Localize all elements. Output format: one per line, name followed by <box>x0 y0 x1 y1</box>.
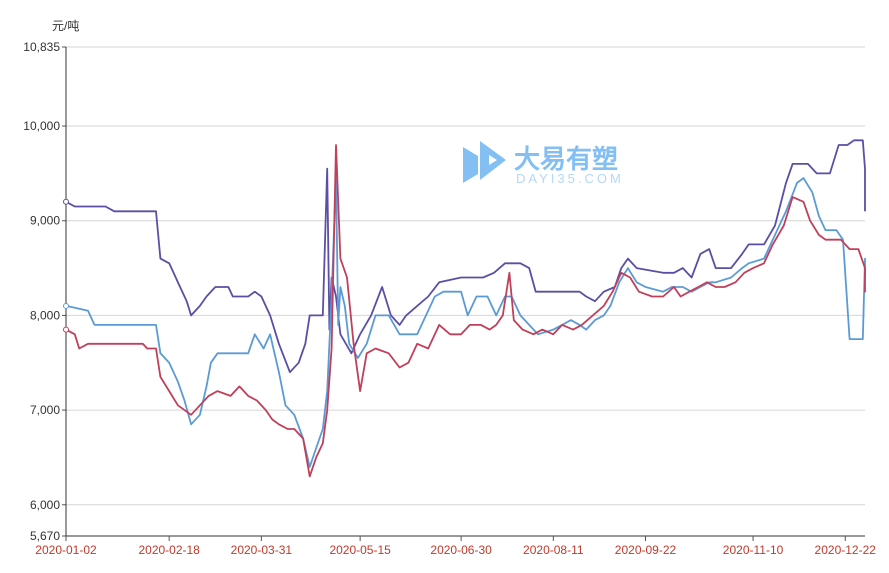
y-tick-label: 7,000 <box>30 403 60 417</box>
series-marker <box>63 326 69 333</box>
x-tick-label: 2020-06-30 <box>430 543 492 557</box>
y-unit-label: 元/吨 <box>52 19 79 33</box>
grid <box>66 46 865 537</box>
axes <box>62 46 865 541</box>
watermark-brand-text: 大易有塑 <box>514 144 618 174</box>
x-tick-label: 2020-01-02 <box>35 543 97 557</box>
y-tick-label: 10,000 <box>23 119 60 133</box>
watermark-domain-text: DAYI35.COM <box>516 171 624 186</box>
watermark-logo-icon <box>463 141 506 183</box>
series-lines <box>63 139 866 478</box>
y-tick-label: 10,835 <box>23 40 60 54</box>
x-tick-label: 2020-08-11 <box>523 543 584 557</box>
y-tick-label: 6,000 <box>30 498 60 512</box>
series-line-1 <box>65 139 866 374</box>
y-tick-label: 9,000 <box>30 214 60 228</box>
x-tick-label: 2020-12-22 <box>815 543 877 557</box>
y-tick-label: 8,000 <box>30 308 60 322</box>
x-tick-label: 2020-11-10 <box>723 543 784 557</box>
series-marker <box>63 302 69 309</box>
x-tick-label: 2020-05-15 <box>329 543 391 557</box>
tick-labels: 5,670 6,000 7,000 8,000 9,000 10,000 10,835 元/吨… <box>23 19 876 557</box>
y-tick-label: 5,670 <box>30 529 60 543</box>
x-tick-label: 2020-09-22 <box>615 543 677 557</box>
x-tick-label: 2020-02-18 <box>138 543 200 557</box>
x-tick-label: 2020-03-31 <box>231 543 293 557</box>
series-line-3 <box>65 144 866 478</box>
watermark: 大易有塑 DAYI35.COM <box>463 141 624 186</box>
series-marker <box>63 198 69 205</box>
series-line-2 <box>65 177 866 468</box>
